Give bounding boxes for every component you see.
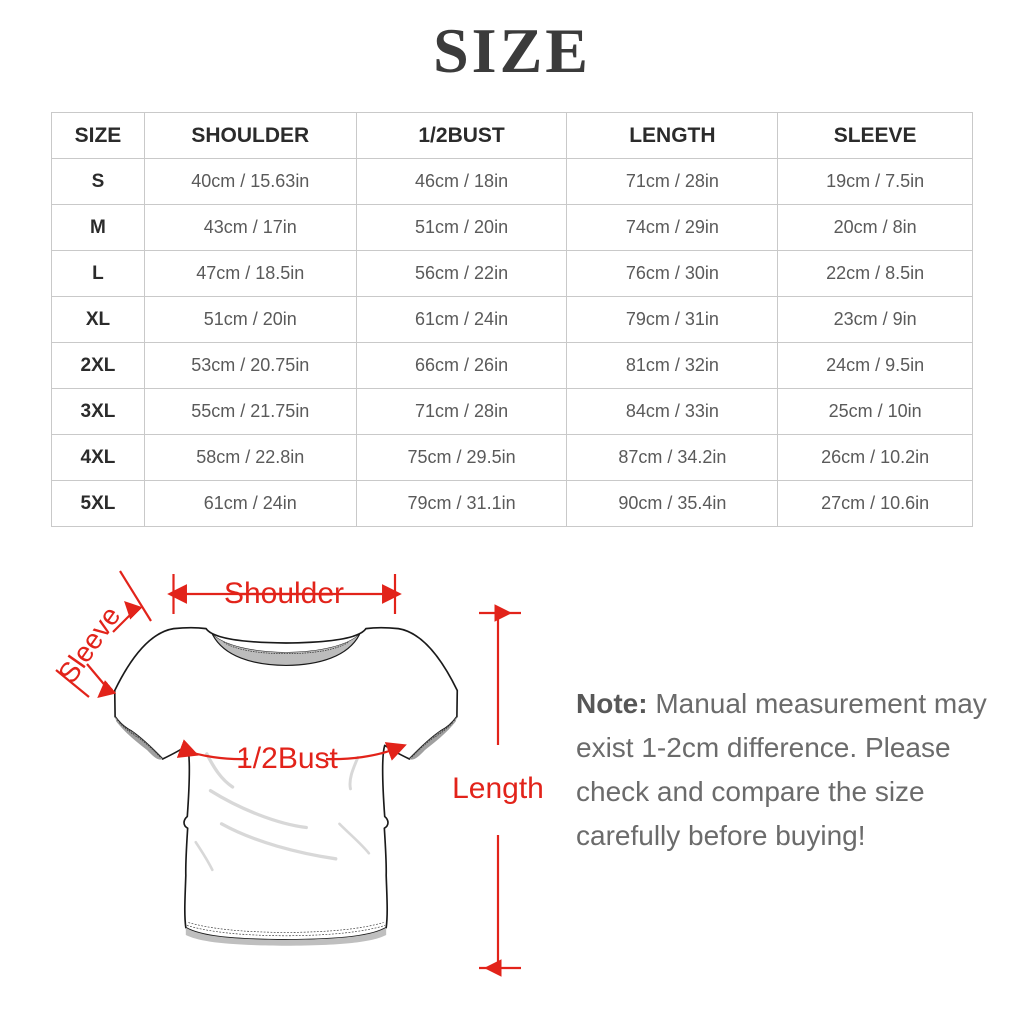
svg-text:1/2Bust: 1/2Bust <box>236 742 338 775</box>
svg-text:Sleeve: Sleeve <box>52 601 127 689</box>
svg-text:Length: Length <box>452 772 544 805</box>
svg-text:Shoulder: Shoulder <box>224 577 344 610</box>
